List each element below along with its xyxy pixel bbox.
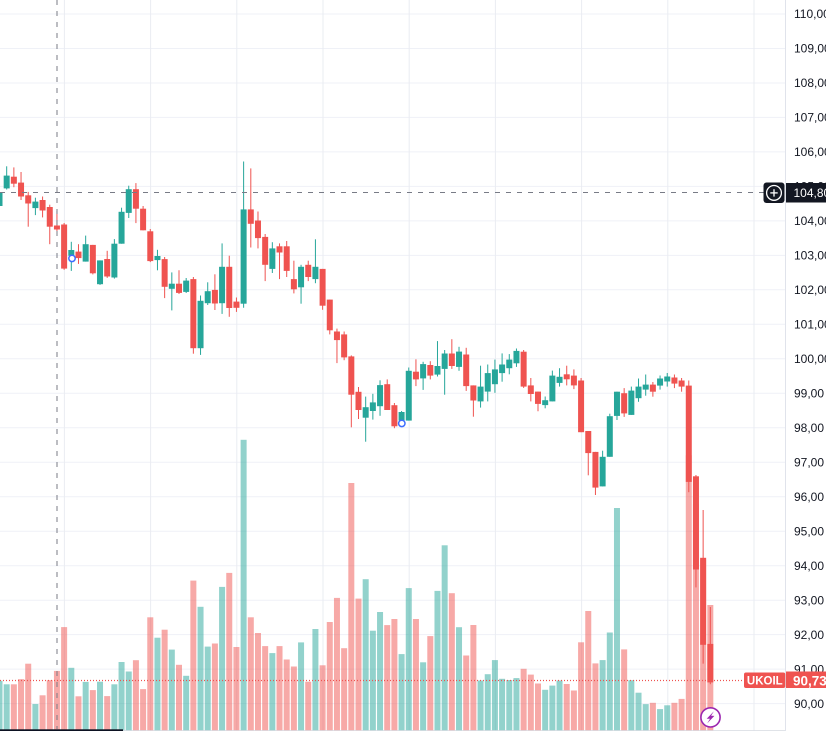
svg-text:95,00: 95,00 bbox=[794, 524, 824, 538]
svg-text:100,00: 100,00 bbox=[794, 352, 826, 366]
svg-text:93,00: 93,00 bbox=[794, 593, 824, 607]
svg-text:96,00: 96,00 bbox=[794, 490, 824, 504]
svg-text:94,00: 94,00 bbox=[794, 559, 824, 573]
svg-text:106,00: 106,00 bbox=[794, 145, 826, 159]
svg-text:102,00: 102,00 bbox=[794, 283, 826, 297]
svg-text:104,00: 104,00 bbox=[794, 214, 826, 228]
svg-text:103,00: 103,00 bbox=[794, 249, 826, 263]
svg-text:90,73: 90,73 bbox=[793, 673, 826, 688]
svg-text:110,00: 110,00 bbox=[794, 7, 826, 21]
svg-text:101,00: 101,00 bbox=[794, 318, 826, 332]
svg-text:108,00: 108,00 bbox=[794, 76, 826, 90]
svg-text:104,80: 104,80 bbox=[794, 186, 826, 200]
svg-text:97,00: 97,00 bbox=[794, 455, 824, 469]
svg-text:90,00: 90,00 bbox=[794, 697, 824, 711]
svg-text:107,00: 107,00 bbox=[794, 111, 826, 125]
svg-text:99,00: 99,00 bbox=[794, 387, 824, 401]
svg-text:92,00: 92,00 bbox=[794, 628, 824, 642]
svg-text:98,00: 98,00 bbox=[794, 421, 824, 435]
svg-text:UKOIL: UKOIL bbox=[747, 676, 783, 688]
svg-text:109,00: 109,00 bbox=[794, 42, 826, 56]
